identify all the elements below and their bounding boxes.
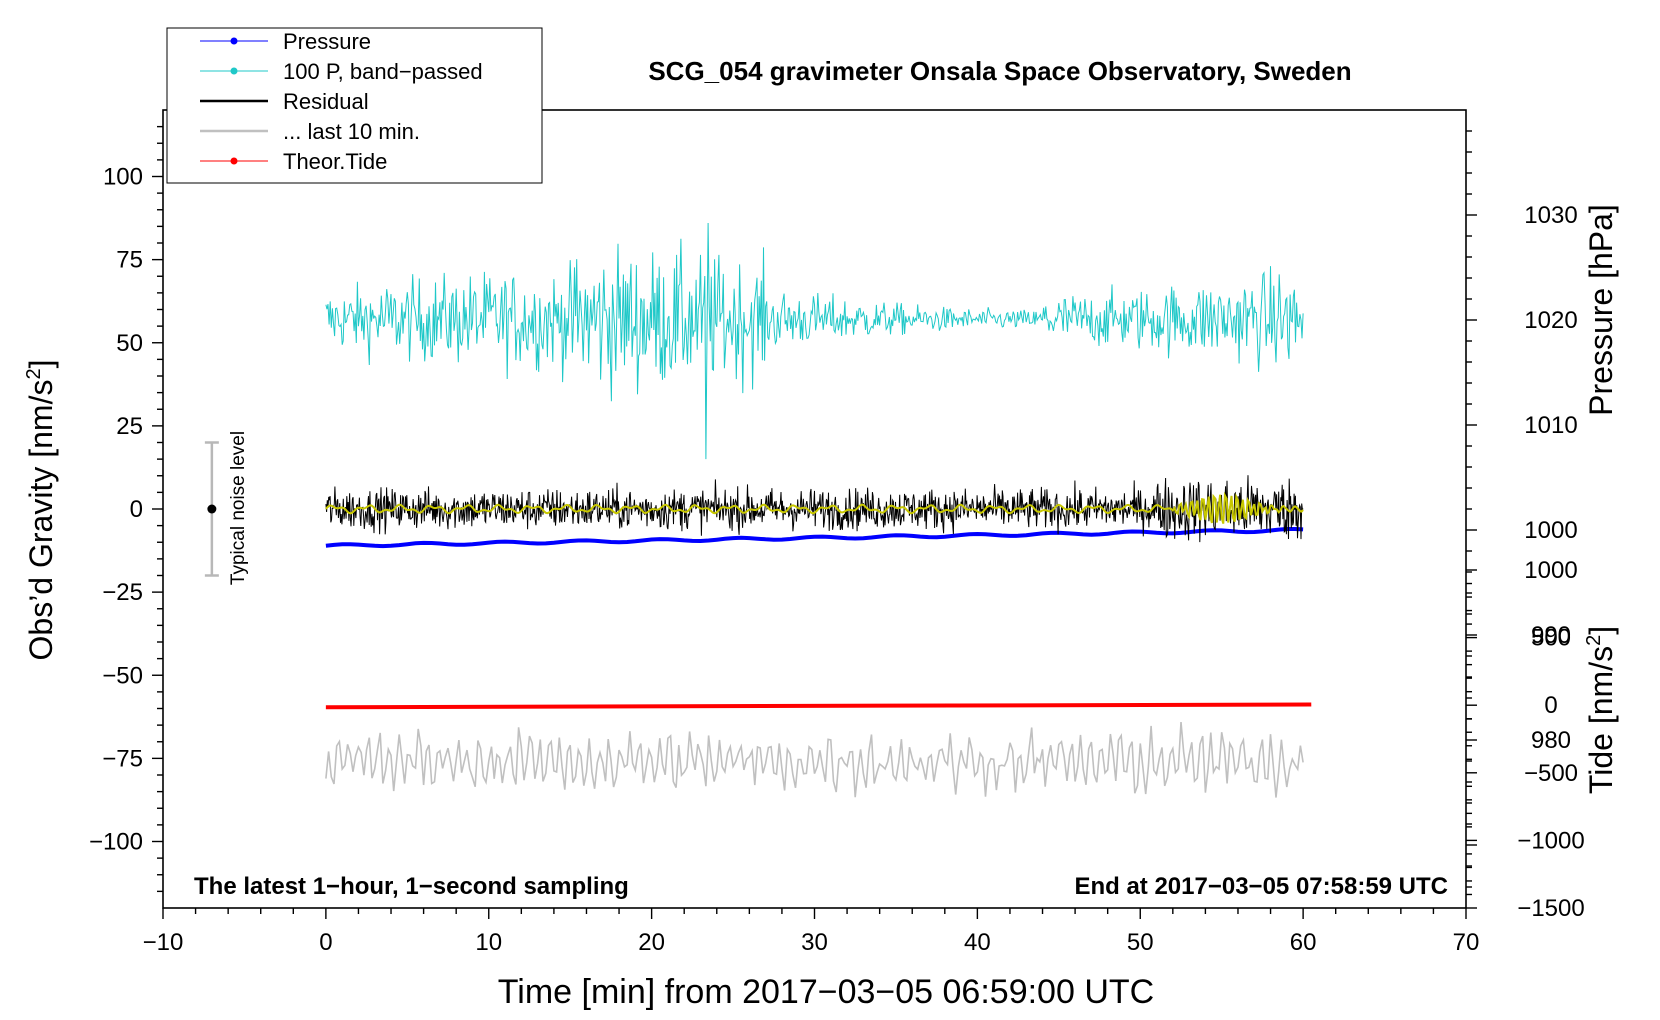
- y-left-tick-label: −25: [102, 579, 143, 606]
- y-left-axis-label: Obs’d Gravity [nm/s2]: [23, 360, 59, 661]
- x-tick-label: 50: [1127, 929, 1154, 956]
- annotation-bottom-right: End at 2017−03−05 07:58:59 UTC: [1074, 873, 1448, 900]
- legend-label: Theor.Tide: [283, 149, 387, 174]
- noise-level-label: Typical noise level: [228, 431, 249, 585]
- pressure-tick-label: 980: [1531, 727, 1571, 754]
- x-tick-label: 10: [475, 929, 502, 956]
- pressure-tick-label: 1030: [1524, 202, 1577, 229]
- chart-title: SCG_054 gravimeter Onsala Space Observat…: [648, 56, 1351, 86]
- y-left-label-main: Obs’d Gravity [nm/s: [23, 380, 59, 661]
- pressure-axis-label: Pressure [hPa]: [1583, 204, 1619, 416]
- noise-center-dot: [207, 504, 217, 514]
- series-theoretical-tide: [325, 702, 1312, 710]
- tide-tick-label: 1000: [1524, 557, 1577, 584]
- y-left-tick-label: 75: [116, 247, 143, 274]
- legend-swatch-dot: [230, 37, 238, 45]
- tide-tick-label: 0: [1544, 692, 1557, 719]
- pressure-tick-label: 990: [1531, 622, 1571, 649]
- legend: Pressure 100 P, band−passed Residual ... la…: [166, 27, 543, 184]
- y-left-tick-label: −100: [89, 829, 143, 856]
- x-axis-label: Time [min] from 2017−03−05 06:59:00 UTC: [498, 973, 1154, 1011]
- series-pressure: [325, 527, 1304, 549]
- legend-label: 100 P, band−passed: [283, 59, 483, 84]
- y-right-pressure-ticks: 1030 1020 1010 1000 990 980: [1466, 130, 1578, 888]
- x-tick-label: 30: [801, 929, 828, 956]
- pressure-tick-label: 1000: [1524, 517, 1577, 544]
- tide-tick-label: −1000: [1517, 827, 1584, 854]
- y-left-tick-label: −75: [102, 745, 143, 772]
- x-tick-label: 70: [1453, 929, 1480, 956]
- pressure-tick-label: 1010: [1524, 412, 1577, 439]
- series-residual: [325, 475, 1304, 543]
- y-left-tick-label: 0: [130, 496, 143, 523]
- y-left-tick-label: 50: [116, 330, 143, 357]
- noise-level-indicator: Typical noise level: [204, 431, 249, 585]
- data-traces: [325, 222, 1312, 798]
- y-right-tide-ticks: 1000 500 0 −500 −1000 −1500: [1466, 557, 1585, 922]
- legend-box: [166, 27, 543, 184]
- x-tick-label: 40: [964, 929, 991, 956]
- legend-swatch-dot: [230, 157, 238, 165]
- legend-item: 100 P, band−passed: [200, 59, 483, 84]
- tide-label-sup: 2: [1583, 635, 1605, 646]
- y-left-tick-label: 100: [103, 164, 143, 191]
- x-tick-label: −10: [143, 929, 184, 956]
- series-residual-smoothed: [325, 491, 1304, 524]
- y-left-tick-label: −50: [102, 662, 143, 689]
- annotation-bottom-left: The latest 1−hour, 1−second sampling: [194, 873, 629, 900]
- series-band-passed-pressure: [325, 222, 1304, 460]
- y-left-label-end: ]: [23, 360, 59, 369]
- tide-tick-label: 500: [1531, 625, 1571, 652]
- legend-label: Residual: [283, 89, 369, 114]
- legend-item: ... last 10 min.: [200, 119, 420, 144]
- legend-item: Pressure: [200, 29, 371, 54]
- tide-label-main: Tide [nm/s: [1583, 646, 1619, 794]
- x-tick-label: 0: [319, 929, 332, 956]
- tide-tick-label: −1500: [1517, 895, 1584, 922]
- x-axis-ticks: −10 0 10 20 30 40 50 60 70: [143, 908, 1480, 956]
- legend-item: Residual: [200, 89, 369, 114]
- y-left-ticks: 100 75 50 25 0 −25 −50 −75 −100: [89, 125, 163, 893]
- legend-swatch-dot: [230, 67, 238, 75]
- legend-label: ... last 10 min.: [283, 119, 420, 144]
- y-left-label-sup: 2: [23, 368, 45, 379]
- legend-label: Pressure: [283, 29, 371, 54]
- pressure-tick-label: 1020: [1524, 307, 1577, 334]
- tide-tick-label: −500: [1524, 760, 1578, 787]
- x-tick-label: 60: [1290, 929, 1317, 956]
- x-tick-label: 20: [638, 929, 665, 956]
- legend-item: Theor.Tide: [200, 149, 387, 174]
- tide-axis-label: Tide [nm/s2]: [1583, 626, 1619, 794]
- axes: −10 0 10 20 30 40 50 60 70 1007550250−25−50−75−1…: [89, 109, 1585, 956]
- tide-label-end: ]: [1583, 626, 1619, 635]
- series-last-10-min: [325, 722, 1304, 798]
- y-left-tick-label: 25: [116, 413, 143, 440]
